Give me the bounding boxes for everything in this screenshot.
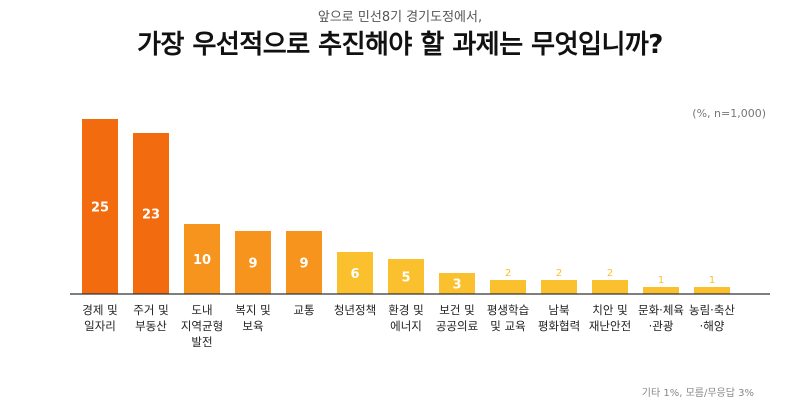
category-label-7: 보건 및 공공의료: [436, 303, 478, 333]
category-label-4: 교통: [293, 303, 314, 317]
bar-9: [541, 280, 577, 294]
category-label-0: 경제 및 일자리: [82, 303, 117, 333]
bar-10: [592, 280, 628, 294]
category-label-5: 청년정책: [334, 303, 376, 317]
footnote: 기타 1%, 모름/무응답 3%: [641, 388, 754, 399]
bar-1: [133, 133, 169, 294]
data-label-6: 5: [401, 271, 410, 286]
data-label-7: 3: [452, 278, 461, 293]
data-label-0: 25: [91, 201, 109, 216]
bar-5: [337, 252, 373, 294]
category-label-3: 복지 및 보육: [235, 303, 270, 333]
data-label-5: 6: [350, 267, 359, 282]
category-label-6: 환경 및 에너지: [388, 303, 423, 333]
category-label-2: 도내 지역균형 발전: [181, 303, 223, 349]
data-label-8: 2: [505, 268, 511, 279]
chart-subtitle: 앞으로 민선8기 경기도정에서,: [317, 10, 483, 25]
data-label-12: 1: [709, 275, 715, 286]
category-label-1: 주거 및 부동산: [133, 303, 168, 333]
chart-title: 가장 우선적으로 추진해야 할 과제는 무엇입니까?: [137, 30, 663, 60]
bar-2: [184, 224, 220, 294]
data-label-3: 9: [248, 257, 257, 272]
bar-7: [439, 273, 475, 294]
bar-8: [490, 280, 526, 294]
category-label-8: 평생학습 및 교육: [487, 303, 529, 333]
bar-12: [694, 287, 730, 294]
unit-label: (%, n=1,000): [692, 107, 766, 120]
data-label-2: 10: [193, 253, 211, 268]
category-label-12: 농림·축산 ·해양: [689, 303, 735, 333]
category-label-10: 치안 및 재난안전: [589, 303, 631, 333]
data-label-11: 1: [658, 275, 664, 286]
bar-6: [388, 259, 424, 294]
data-label-9: 2: [556, 268, 562, 279]
category-label-9: 남북 평화협력: [538, 303, 580, 333]
data-label-4: 9: [299, 257, 308, 272]
category-label-11: 문화·체육 ·관광: [638, 303, 684, 333]
bar-11: [643, 287, 679, 294]
data-label-10: 2: [607, 268, 613, 279]
bar-0: [82, 119, 118, 294]
bar-4: [286, 231, 322, 294]
data-label-1: 23: [142, 208, 160, 223]
bar-3: [235, 231, 271, 294]
